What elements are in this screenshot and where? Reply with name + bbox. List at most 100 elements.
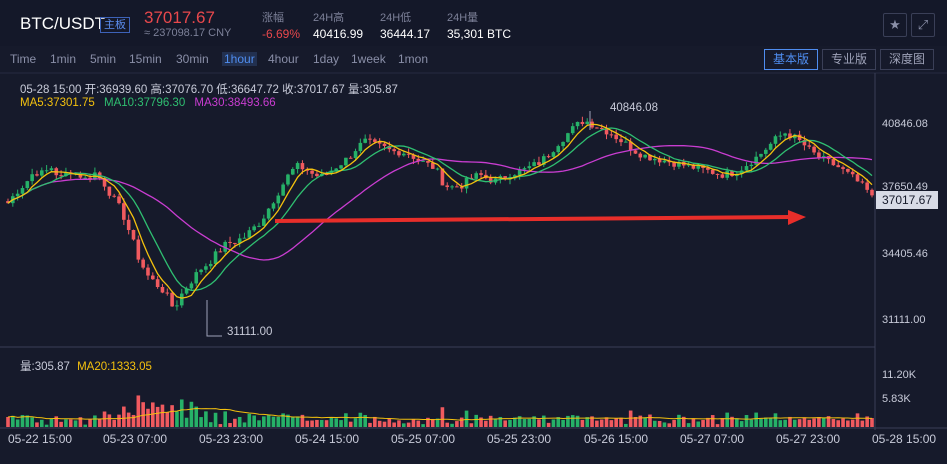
candle-body [657,158,662,163]
candle-body [459,186,464,189]
volume-bar [865,416,869,427]
candle-body [155,279,160,288]
volume-ma-line [7,407,873,421]
candle-body [406,153,411,155]
star-icon[interactable]: ★ [883,13,907,37]
pair-name[interactable]: BTC/USDT [20,14,105,33]
view-basic-button[interactable]: 基本版 [764,49,818,70]
tf-1min[interactable]: 1min [50,52,77,66]
volume-value: 量:305.87 [20,361,70,373]
volume-bar [329,417,334,427]
candle-body [237,238,242,244]
volume-bar [749,419,754,427]
tf-30min[interactable]: 30min [176,52,209,66]
volume-bar [175,411,179,427]
volume-bar [773,413,778,427]
volume-bar [122,406,126,427]
tf-time[interactable]: Time [10,52,37,66]
volume-bar [662,422,667,427]
volume-bar [580,419,585,427]
candle-body [503,176,507,179]
candle-body [276,195,281,204]
volume-bar [257,420,261,427]
tf-1mon[interactable]: 1mon [398,52,429,66]
volume-bar [295,416,300,427]
candle-body [242,237,247,239]
tf-1week[interactable]: 1week [351,52,386,66]
tf-1day[interactable]: 1day [313,52,340,66]
volume-ma20-value: MA20:1333.05 [77,361,152,373]
tf-1hour[interactable]: 1hour [222,52,257,66]
volume-bar [11,415,15,427]
candle-body [817,152,821,158]
ma5-line [7,123,873,299]
candle-body [117,196,121,204]
trend-arrow-head [788,210,806,225]
volume-bar [353,418,358,427]
candle-body [778,135,783,137]
candle-body [252,226,256,231]
volume-bar [300,414,305,427]
stat-value-high: 40416.99 [313,27,364,41]
volume-bar [93,415,97,427]
x-tick-4: 05-24 15:00 [295,432,360,446]
tf-15min[interactable]: 15min [129,52,162,66]
volume-bar [821,417,826,427]
volume-bar [406,422,411,427]
last-price: 37017.67 [144,8,215,27]
candle-body [624,141,628,143]
candle-body [377,141,382,144]
volume-bar [179,399,184,427]
x-tick-5: 05-25 07:00 [391,432,456,446]
volume-bar [20,415,25,427]
volume-bar [25,415,30,427]
candle-body [643,154,647,158]
stat-label-volume: 24H量 [447,12,479,24]
candle-body [841,167,845,169]
candle-body [488,178,493,183]
candle-body [725,170,729,178]
volume-bar [64,419,68,427]
candle-body [860,181,865,183]
volume-bar [223,411,228,427]
candle-body [208,263,213,267]
candle-body [595,127,599,129]
candle-body [865,182,869,190]
volume-bar [802,417,807,427]
volume-bar [88,419,92,427]
candle-body [532,162,536,167]
tf-4hour[interactable]: 4hour [268,52,299,66]
candle-body [290,169,295,175]
candle-body [566,133,570,142]
candle-body [286,174,290,185]
volume-bar [812,418,816,427]
candle-body [570,126,575,134]
fullscreen-icon[interactable]: ⤢ [911,13,935,37]
volume-bar [503,420,507,427]
volume-bar [199,417,203,427]
volume-bar [508,419,512,427]
volume-bar [184,417,189,427]
volume-bar [377,420,382,427]
volume-bar [151,402,155,427]
candle-body [710,169,715,174]
volume-bar [599,419,604,427]
candle-body [450,186,454,188]
view-depth-button[interactable]: 深度图 [880,49,934,70]
candle-body [464,177,469,189]
volume-bar [290,417,295,427]
volume-bar [643,417,647,427]
candle-body [363,138,367,143]
price-cny: ≈ 237098.17 CNY [144,27,232,39]
volume-bar [459,417,464,427]
volume-bar [725,412,729,427]
candle-body [218,251,223,253]
volume-bar [252,415,256,427]
candle-body [638,153,643,158]
tf-5min[interactable]: 5min [90,52,117,66]
candle-body [754,156,758,165]
volume-bar [411,419,416,427]
view-pro-button[interactable]: 专业版 [822,49,876,70]
candle-body [213,251,218,264]
